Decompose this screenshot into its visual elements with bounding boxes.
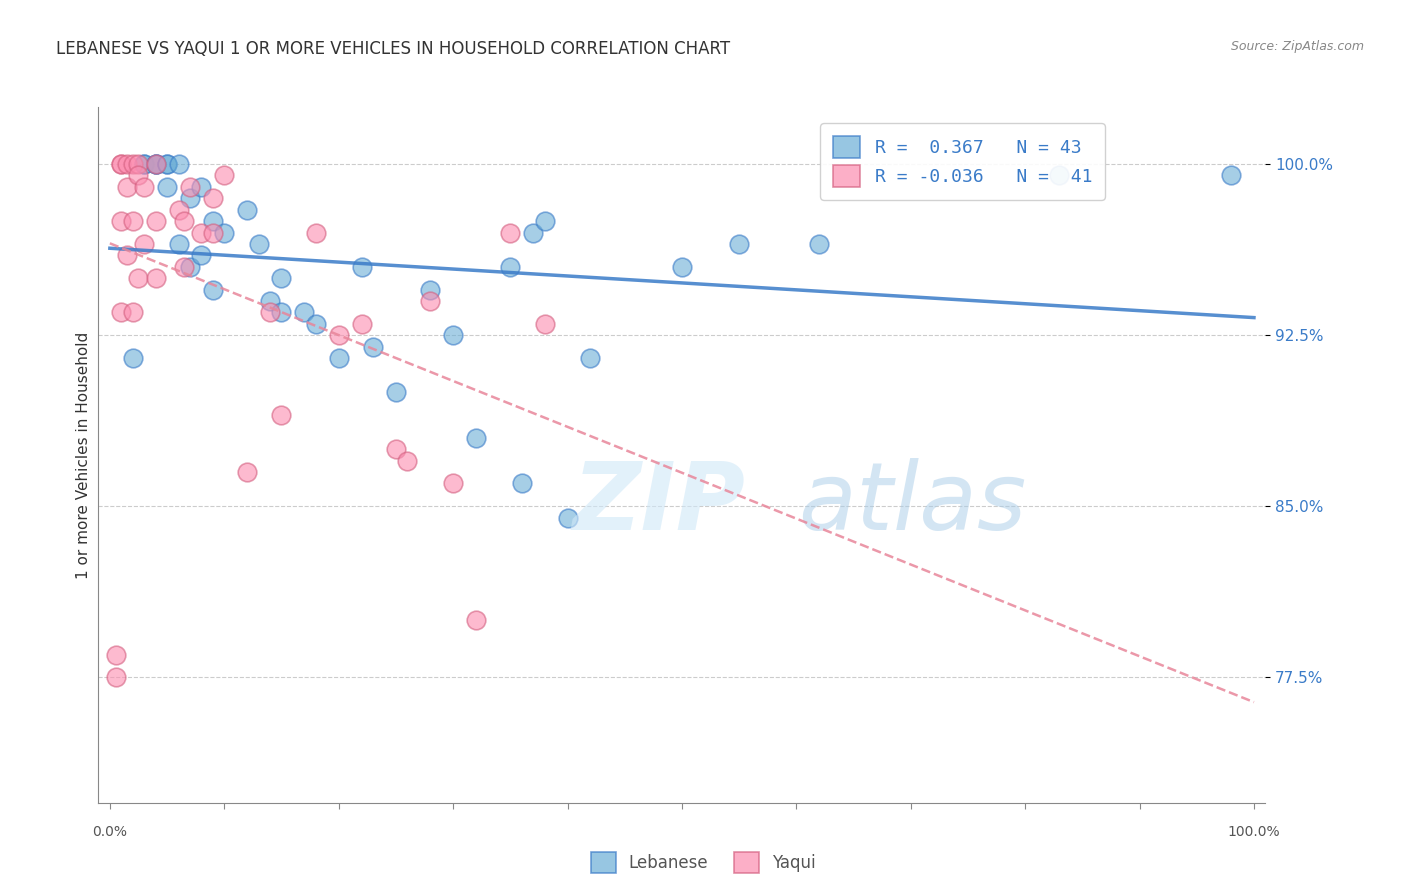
Point xyxy=(121,305,143,319)
Point xyxy=(236,202,259,217)
Point xyxy=(214,169,236,183)
Point xyxy=(104,648,127,662)
Point xyxy=(145,157,167,171)
Point xyxy=(134,157,156,171)
Point xyxy=(173,214,195,228)
Point xyxy=(190,248,212,262)
Y-axis label: 1 or more Vehicles in Household: 1 or more Vehicles in Household xyxy=(76,331,91,579)
Point xyxy=(201,214,224,228)
Point xyxy=(214,226,236,240)
Point xyxy=(396,453,419,467)
Point xyxy=(441,328,464,343)
Point xyxy=(385,385,408,400)
Legend: R =  0.367   N = 43, R = -0.036   N =  41: R = 0.367 N = 43, R = -0.036 N = 41 xyxy=(820,123,1105,200)
Point xyxy=(167,236,190,251)
Point xyxy=(671,260,693,274)
Point xyxy=(201,191,224,205)
Point xyxy=(110,157,132,171)
Point xyxy=(127,169,149,183)
Point xyxy=(179,260,201,274)
Text: ZIP: ZIP xyxy=(572,458,745,549)
Point xyxy=(115,157,138,171)
Point xyxy=(121,214,143,228)
Point xyxy=(361,340,384,354)
Point xyxy=(385,442,408,457)
Text: atlas: atlas xyxy=(799,458,1026,549)
Point xyxy=(247,236,270,251)
Point xyxy=(350,260,373,274)
Point xyxy=(201,226,224,240)
Point xyxy=(156,157,179,171)
Point xyxy=(510,476,533,491)
Point xyxy=(167,157,190,171)
Point xyxy=(305,317,328,331)
Point xyxy=(533,317,555,331)
Point xyxy=(808,236,831,251)
Point xyxy=(121,157,143,171)
Point xyxy=(190,180,212,194)
Point xyxy=(419,283,441,297)
Point xyxy=(579,351,602,365)
Point xyxy=(110,214,132,228)
Point xyxy=(121,351,143,365)
Text: LEBANESE VS YAQUI 1 OR MORE VEHICLES IN HOUSEHOLD CORRELATION CHART: LEBANESE VS YAQUI 1 OR MORE VEHICLES IN … xyxy=(56,40,730,58)
Point xyxy=(201,283,224,297)
Point xyxy=(115,248,138,262)
Point xyxy=(292,305,315,319)
Point xyxy=(350,317,373,331)
Text: Source: ZipAtlas.com: Source: ZipAtlas.com xyxy=(1230,40,1364,54)
Point xyxy=(145,157,167,171)
Point xyxy=(104,670,127,684)
Point xyxy=(465,431,488,445)
Point xyxy=(328,328,350,343)
Point xyxy=(533,214,555,228)
Point xyxy=(127,271,149,285)
Point xyxy=(110,157,132,171)
Point xyxy=(465,613,488,627)
Point xyxy=(499,226,522,240)
Point xyxy=(167,202,190,217)
Point xyxy=(134,180,156,194)
Point xyxy=(441,476,464,491)
Point xyxy=(145,214,167,228)
Point xyxy=(236,465,259,479)
Text: 0.0%: 0.0% xyxy=(93,825,128,839)
Legend: Lebanese, Yaqui: Lebanese, Yaqui xyxy=(583,846,823,880)
Point xyxy=(110,305,132,319)
Point xyxy=(156,157,179,171)
Point xyxy=(179,180,201,194)
Point xyxy=(156,180,179,194)
Point xyxy=(145,271,167,285)
Point xyxy=(728,236,751,251)
Point xyxy=(145,157,167,171)
Point xyxy=(1220,169,1243,183)
Point xyxy=(270,271,292,285)
Point xyxy=(1049,169,1071,183)
Text: 100.0%: 100.0% xyxy=(1227,825,1281,839)
Point xyxy=(127,157,149,171)
Point xyxy=(557,510,579,524)
Point xyxy=(145,157,167,171)
Point xyxy=(259,293,281,308)
Point xyxy=(115,180,138,194)
Point xyxy=(305,226,328,240)
Point xyxy=(419,293,441,308)
Point xyxy=(173,260,195,274)
Point xyxy=(134,236,156,251)
Point xyxy=(190,226,212,240)
Point xyxy=(179,191,201,205)
Point xyxy=(270,408,292,422)
Point xyxy=(270,305,292,319)
Point xyxy=(134,157,156,171)
Point xyxy=(328,351,350,365)
Point xyxy=(522,226,544,240)
Point xyxy=(259,305,281,319)
Point xyxy=(499,260,522,274)
